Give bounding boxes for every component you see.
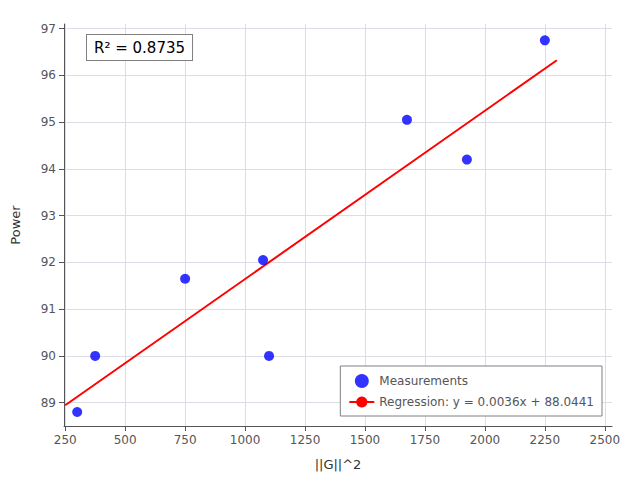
- svg-text:500: 500: [114, 433, 137, 447]
- svg-text:96: 96: [41, 68, 56, 82]
- svg-text:90: 90: [41, 349, 56, 363]
- svg-text:250: 250: [54, 433, 77, 447]
- svg-text:93: 93: [41, 209, 56, 223]
- svg-text:89: 89: [41, 396, 56, 410]
- svg-text:||G||^2: ||G||^2: [315, 457, 362, 472]
- svg-text:1250: 1250: [290, 433, 321, 447]
- svg-text:Regression: y = 0.0036x + 88.0: Regression: y = 0.0036x + 88.0441: [379, 395, 594, 409]
- svg-text:Power: Power: [8, 205, 23, 245]
- svg-text:2000: 2000: [470, 433, 501, 447]
- svg-text:95: 95: [41, 115, 56, 129]
- svg-text:97: 97: [41, 22, 56, 36]
- svg-text:94: 94: [41, 162, 56, 176]
- svg-text:91: 91: [41, 302, 56, 316]
- svg-text:1500: 1500: [350, 433, 381, 447]
- svg-text:R² = 0.8735: R² = 0.8735: [94, 39, 185, 57]
- svg-text:2250: 2250: [530, 433, 561, 447]
- svg-text:750: 750: [174, 433, 197, 447]
- svg-text:92: 92: [41, 255, 56, 269]
- svg-text:1750: 1750: [410, 433, 441, 447]
- svg-text:Measurements: Measurements: [379, 374, 468, 388]
- svg-text:2500: 2500: [590, 433, 621, 447]
- svg-text:1000: 1000: [230, 433, 261, 447]
